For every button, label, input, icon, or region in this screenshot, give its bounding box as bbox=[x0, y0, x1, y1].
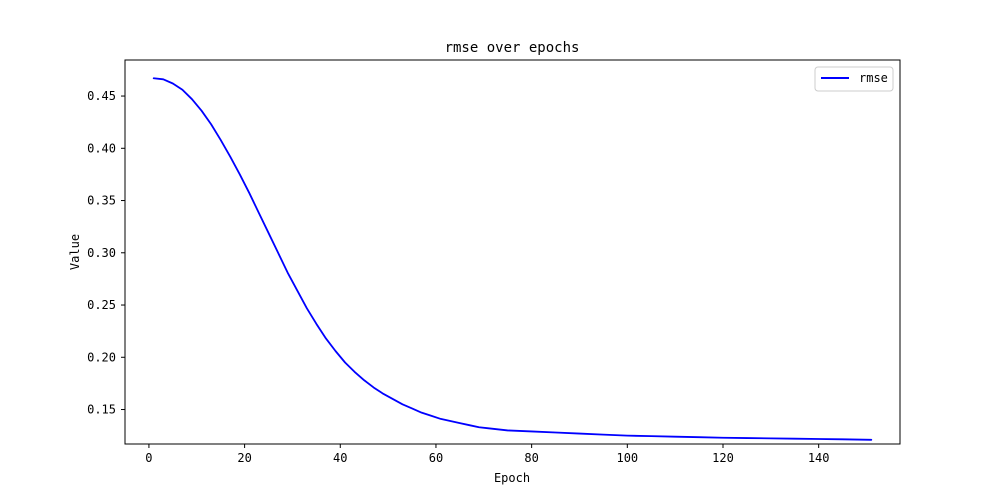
x-tick-label: 80 bbox=[524, 451, 538, 465]
y-axis-ticks: 0.15 0.20 0.25 0.30 0.35 0.40 0.45 bbox=[87, 89, 125, 417]
x-tick-label: 60 bbox=[429, 451, 443, 465]
x-tick-label: 100 bbox=[616, 451, 638, 465]
x-tick-label: 140 bbox=[808, 451, 830, 465]
x-tick-label: 120 bbox=[712, 451, 734, 465]
legend-label-rmse: rmse bbox=[859, 71, 888, 85]
y-tick-label: 0.15 bbox=[87, 403, 116, 417]
y-axis-label: Value bbox=[68, 234, 82, 270]
x-tick-label: 20 bbox=[237, 451, 251, 465]
y-tick-label: 0.20 bbox=[87, 350, 116, 364]
x-tick-label: 0 bbox=[145, 451, 152, 465]
plot-area bbox=[124, 59, 901, 445]
y-tick-label: 0.35 bbox=[87, 194, 116, 208]
legend-box bbox=[814, 66, 894, 92]
x-axis-label: Epoch bbox=[494, 471, 530, 485]
legend: rmse bbox=[814, 66, 894, 92]
chart-title: rmse over epochs bbox=[445, 40, 580, 56]
y-tick-label: 0.40 bbox=[87, 141, 116, 155]
y-tick-label: 0.25 bbox=[87, 298, 116, 312]
series-line-rmse bbox=[152, 77, 873, 441]
x-axis-ticks: 0 20 40 60 80 100 120 140 bbox=[145, 444, 830, 465]
y-tick-label: 0.45 bbox=[87, 89, 116, 103]
x-tick-label: 40 bbox=[333, 451, 347, 465]
y-tick-label: 0.30 bbox=[87, 246, 116, 260]
series-layer bbox=[152, 77, 873, 441]
